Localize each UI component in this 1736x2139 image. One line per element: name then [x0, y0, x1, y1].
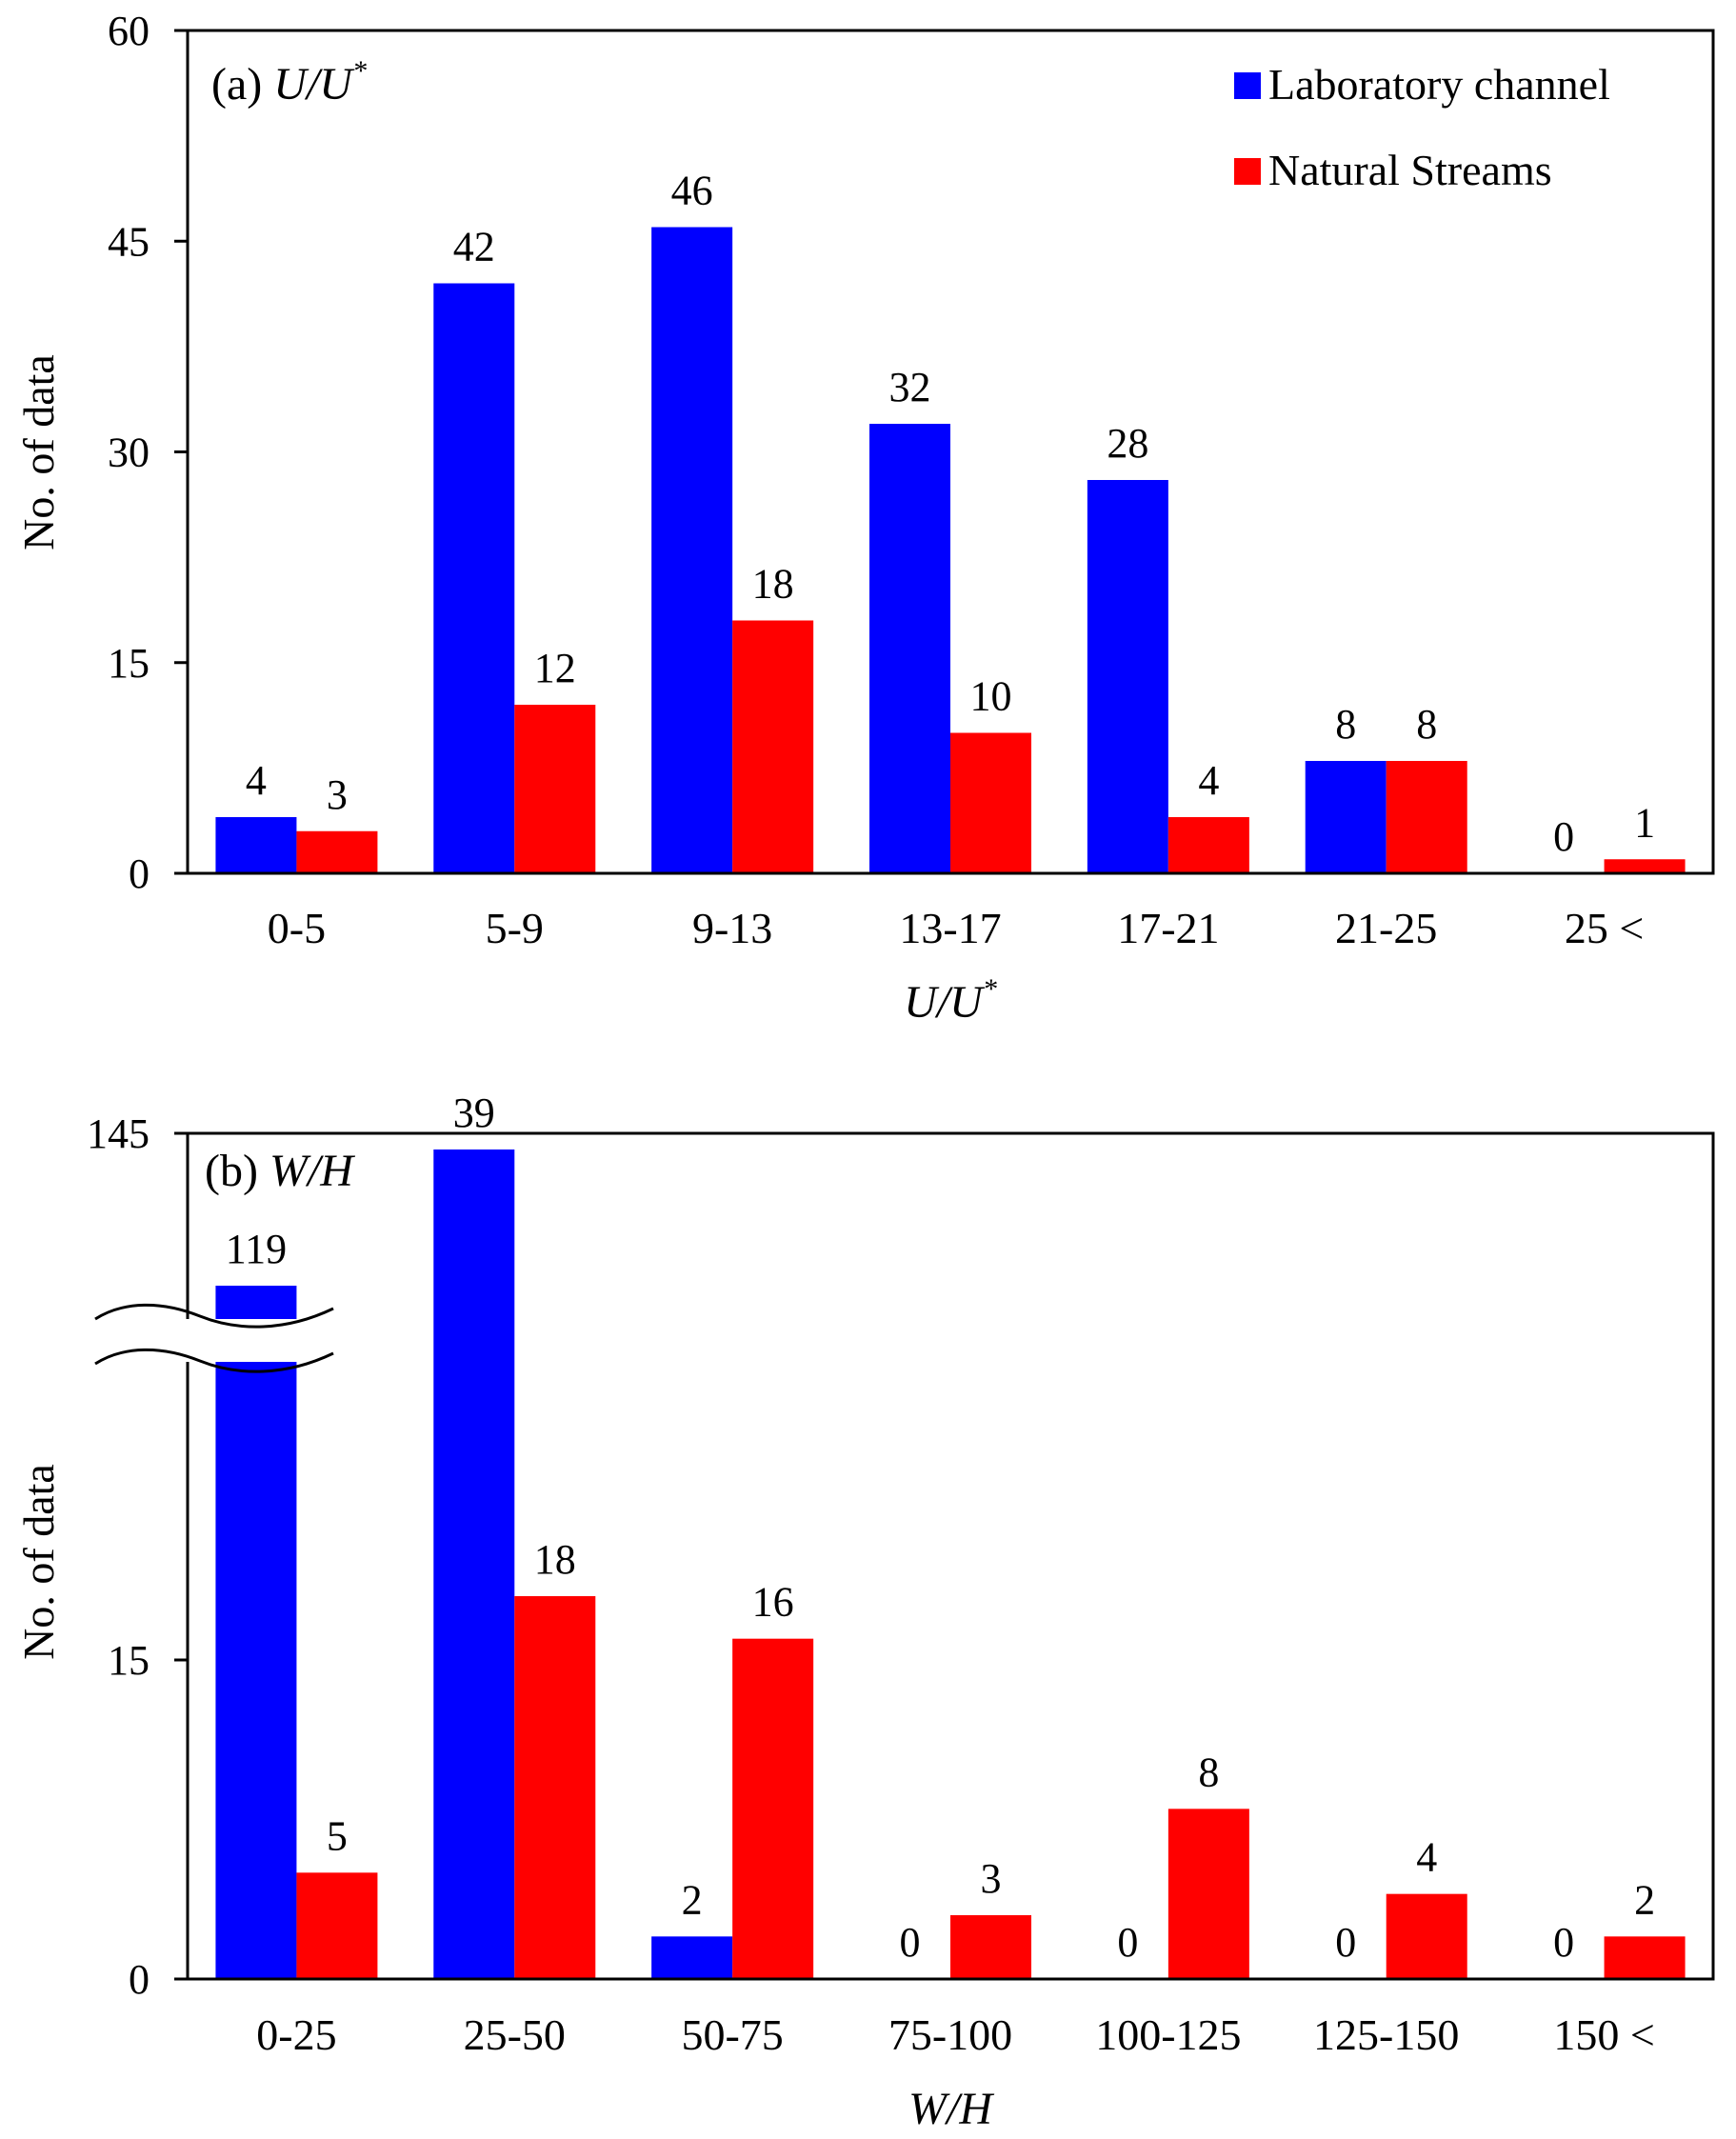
- legend-swatch-laboratory: [1234, 72, 1261, 99]
- bar-natural-5: [1386, 1893, 1467, 1979]
- bar-laboratory-2: [651, 1936, 733, 1979]
- legend-label-laboratory: Laboratory channel: [1268, 60, 1610, 109]
- bar-natural-1: [514, 705, 596, 873]
- value-label: 0: [1553, 1919, 1574, 1966]
- y-tick-label: 30: [108, 430, 150, 476]
- value-label: 5: [327, 1812, 348, 1859]
- bar-natural-1: [514, 1596, 596, 1979]
- bar-natural-4: [1167, 817, 1249, 873]
- chart-a-title: (a) U/U*: [211, 55, 367, 110]
- value-label: 16: [752, 1579, 794, 1626]
- value-label: 4: [1416, 1834, 1437, 1881]
- chart-a-x-tick-labels: 0-5 5-9 9-13 13-17 17-21 21-25 25 <: [268, 904, 1645, 952]
- bar-laboratory-1: [433, 283, 515, 873]
- y-tick-label: 15: [108, 640, 150, 687]
- x-tick-label: 0-25: [256, 2010, 336, 2059]
- value-label: 2: [1634, 1876, 1655, 1923]
- bar-natural-6: [1604, 859, 1686, 873]
- chart-a-y-ticks: 0 15 30 45 60: [108, 8, 188, 897]
- bar-natural-5: [1386, 761, 1467, 873]
- bar-laboratory-4: [1087, 480, 1168, 873]
- chart-panel-a: 4 3 42 12 46 18 32 10 28 4 8 8 0 1 0 15 30 45 60 0-5 5-9 9-…: [14, 8, 1715, 1028]
- chart-a-value-labels: 4 3 42 12 46 18 32 10 28 4 8 8 0 1: [246, 168, 1655, 861]
- value-label: 0: [900, 1919, 921, 1966]
- legend-swatch-natural: [1234, 158, 1261, 185]
- value-label: 8: [1416, 701, 1437, 748]
- axis-break-icon: [94, 1303, 334, 1373]
- bar-natural-0: [296, 830, 378, 873]
- chart-a-ylabel: No. of data: [14, 354, 63, 550]
- x-tick-label: 150 <: [1553, 2010, 1654, 2059]
- value-label: 0: [1335, 1919, 1356, 1966]
- x-tick-label: 125-150: [1313, 2010, 1459, 2059]
- value-label: 4: [1198, 757, 1219, 804]
- value-label: 39: [453, 1089, 495, 1136]
- bar-natural-2: [732, 1638, 814, 1979]
- x-tick-label: 9-13: [692, 904, 772, 952]
- bar-laboratory-5: [1305, 761, 1387, 873]
- bar-natural-2: [732, 620, 814, 873]
- y-tick-label: 60: [108, 8, 150, 54]
- chart-legend: Laboratory channel Natural Streams: [1234, 60, 1610, 194]
- value-label: 8: [1335, 701, 1356, 748]
- y-tick-label: 15: [108, 1637, 150, 1684]
- chart-b-title: (b) W/H: [205, 1146, 355, 1196]
- value-label: 32: [889, 364, 931, 410]
- value-label: 8: [1198, 1749, 1219, 1795]
- bar-natural-6: [1604, 1936, 1686, 1979]
- value-label: 46: [671, 168, 713, 214]
- value-label: 0: [1117, 1919, 1138, 1966]
- x-tick-label: 13-17: [899, 904, 1001, 952]
- bar-laboratory-0: [215, 1286, 297, 1979]
- value-label: 28: [1107, 420, 1148, 467]
- value-label: 3: [327, 771, 348, 818]
- y-tick-label: 145: [87, 1110, 150, 1157]
- x-tick-label: 5-9: [486, 904, 544, 952]
- value-label: 1: [1634, 799, 1655, 846]
- value-label: 119: [226, 1226, 287, 1272]
- x-tick-label: 25 <: [1565, 904, 1644, 952]
- value-label: 3: [981, 1855, 1002, 1902]
- bar-natural-0: [296, 1872, 378, 1979]
- value-label: 42: [453, 224, 495, 270]
- chart-b-plot-frame: [186, 1131, 1715, 1981]
- value-label: 18: [752, 561, 794, 608]
- bar-natural-4: [1167, 1809, 1249, 1979]
- value-label: 4: [246, 757, 267, 804]
- y-tick-label: 0: [129, 850, 150, 897]
- chart-b-ylabel: No. of data: [14, 1464, 63, 1660]
- x-tick-label: 21-25: [1335, 904, 1437, 952]
- bar-natural-3: [950, 1915, 1031, 1979]
- legend-label-natural: Natural Streams: [1268, 146, 1552, 194]
- chart-b-x-tick-labels: 0-25 25-50 50-75 75-100 100-125 125-150 150 <: [256, 2010, 1655, 2059]
- chart-b-value-labels: 119 5 39 18 2 16 0 3 0 8 0 4 0 2: [226, 1089, 1655, 1966]
- value-label: 2: [682, 1876, 703, 1923]
- x-tick-label: 17-21: [1117, 904, 1219, 952]
- value-label: 12: [534, 645, 576, 691]
- chart-a-xlabel: U/U*: [904, 973, 997, 1028]
- value-label: 0: [1553, 813, 1574, 860]
- chart-b-y-ticks: 01530145: [87, 1110, 188, 2003]
- bar-laboratory-3: [869, 424, 950, 873]
- chart-a-bars: [215, 227, 1686, 873]
- bar-laboratory-0: [215, 817, 297, 873]
- x-tick-label: 50-75: [681, 2010, 783, 2059]
- bar-laboratory-1: [433, 1149, 515, 1979]
- chart-b-xlabel: W/H: [908, 2084, 994, 2134]
- value-label: 10: [970, 673, 1012, 720]
- value-label: 18: [534, 1536, 576, 1583]
- x-tick-label: 75-100: [888, 2010, 1012, 2059]
- bar-laboratory-2: [651, 227, 733, 873]
- x-tick-label: 25-50: [464, 2010, 566, 2059]
- bar-natural-3: [950, 732, 1031, 873]
- chart-b-bars: [215, 1149, 1686, 1979]
- x-tick-label: 0-5: [268, 904, 326, 952]
- y-tick-label: 0: [129, 1956, 150, 2003]
- y-tick-label: 45: [108, 218, 150, 265]
- x-tick-label: 100-125: [1095, 2010, 1241, 2059]
